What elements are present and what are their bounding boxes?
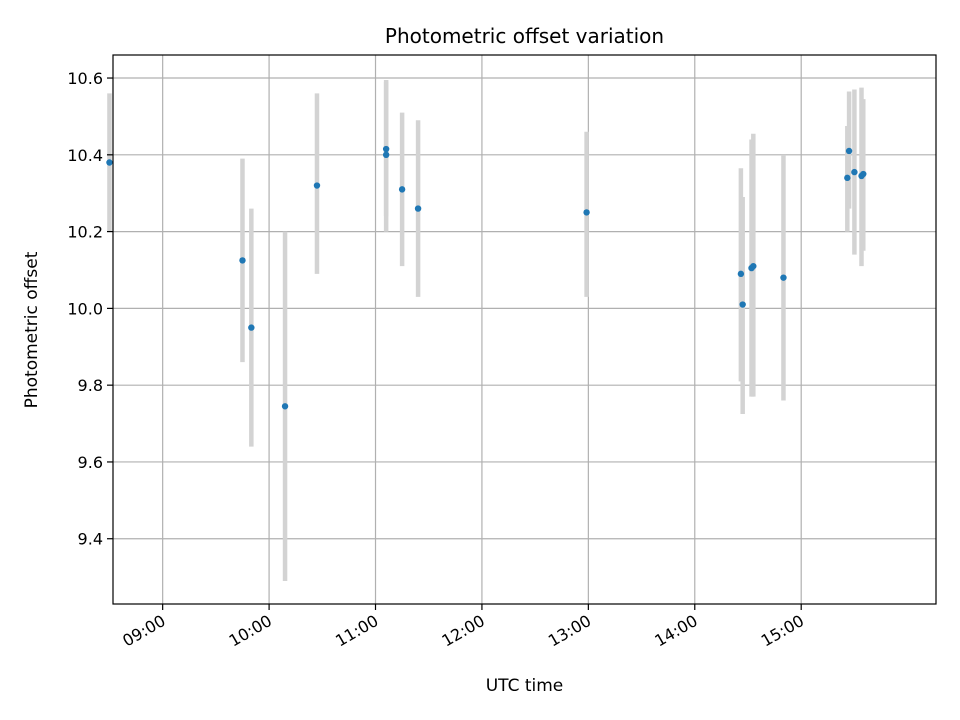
data-point <box>382 151 390 159</box>
x-tick-label: 13:00 <box>545 611 594 651</box>
x-tick-label: 14:00 <box>651 611 700 651</box>
plot-frame <box>112 54 937 605</box>
data-point <box>845 147 853 155</box>
y-tick-label: 10.6 <box>67 69 103 88</box>
y-axis: 9.4 9.6 9.8 10.0 10.2 10.4 10.6 <box>67 69 113 549</box>
y-tick-label: 9.6 <box>78 453 103 472</box>
data-point <box>414 205 422 212</box>
y-tick-label: 9.8 <box>78 376 103 395</box>
x-tick-label: 09:00 <box>119 611 168 651</box>
grid <box>113 55 936 604</box>
x-tick-label: 12:00 <box>438 611 487 651</box>
y-axis-label: Photometric offset <box>22 251 42 408</box>
data-point <box>398 186 406 193</box>
y-tick-label: 10.2 <box>67 223 103 242</box>
data-point <box>860 170 867 178</box>
markers <box>106 145 867 410</box>
x-axis: 09:00 10:00 11:00 12:00 13:00 14:00 15:00 <box>119 604 807 651</box>
data-point <box>737 270 745 278</box>
x-tick-label: 15:00 <box>758 611 807 651</box>
data-point <box>583 209 590 216</box>
chart-title: Photometric offset variation <box>385 24 664 48</box>
data-point <box>382 145 390 153</box>
data-point <box>844 174 851 182</box>
data-point <box>851 168 858 176</box>
x-axis-label: UTC time <box>486 676 564 696</box>
x-tick-label: 10:00 <box>226 611 275 651</box>
y-tick-label: 9.4 <box>78 530 103 549</box>
data-point <box>313 182 321 189</box>
data-point <box>239 257 246 264</box>
y-tick-label: 10.0 <box>67 299 103 318</box>
data-point <box>281 403 289 410</box>
x-tick-label: 11:00 <box>332 611 381 651</box>
data-point <box>750 262 757 270</box>
data-point <box>739 301 746 308</box>
data-point <box>106 159 113 166</box>
y-tick-label: 10.4 <box>67 146 103 165</box>
data-point <box>780 274 787 281</box>
data-point <box>248 324 255 331</box>
